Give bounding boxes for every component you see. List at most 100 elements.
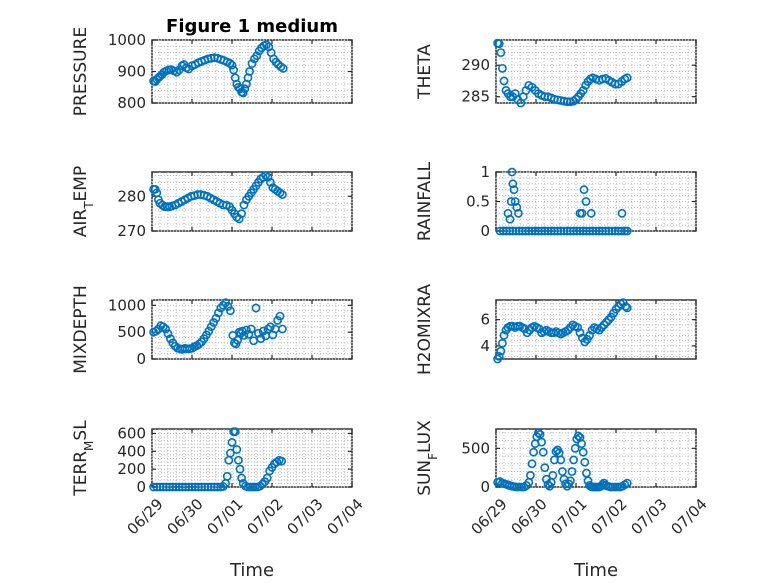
data-point [586,208,596,218]
data-point [566,476,575,486]
data-point [567,467,577,476]
y-axis-label: AIRTEMP [71,166,96,237]
data-point [581,197,591,206]
data-point [573,323,582,332]
data-point [496,48,506,57]
data-point [237,473,246,483]
data-point [602,317,611,327]
plot-area [495,428,697,488]
data-point [546,226,556,236]
data-point [247,59,257,69]
data-point [229,65,238,75]
data-point [621,302,630,311]
data-point [540,226,550,236]
data-point [548,470,558,480]
data-point [529,447,538,457]
data-point [580,457,590,467]
data-point [588,226,598,236]
data-point [575,328,585,338]
data-point [622,478,632,488]
data-point [506,197,516,206]
data-point [578,86,588,95]
data-point [508,179,518,189]
ytick-label: 0 [480,222,490,240]
data-point [237,209,246,219]
data-point [597,323,606,332]
series-sun-flux [493,428,632,492]
data-point [251,303,261,313]
data-point [522,328,532,338]
xtick-label: 07/04 [323,495,366,538]
data-point [575,226,585,236]
data-point [527,459,537,469]
ytick-label: 800 [117,94,146,112]
data-point [233,335,242,345]
xtick-label: 07/01 [547,495,590,538]
data-point [234,214,244,224]
ytick-label: 0 [136,350,146,368]
subplot-h2omixra: 4 6 H2OMIXRA [415,284,697,375]
data-point [495,226,505,236]
ytick-label: 1 [480,163,490,181]
data-point [604,315,614,325]
data-point [240,84,250,94]
data-point [530,226,540,236]
data-point [599,320,609,330]
data-point [278,63,288,73]
data-point [574,431,583,441]
data-point [512,202,522,212]
data-point [277,190,287,199]
data-point [239,200,249,210]
data-point [569,455,578,465]
series-terr-msl [149,427,286,492]
xtick-label: 07/02 [587,495,630,538]
data-point [252,51,262,61]
data-point [510,197,520,206]
data-point [617,208,627,218]
ytick-label: 500 [461,439,490,457]
data-point [569,96,578,106]
subplot-theta: 285 290 THETA [415,38,697,108]
ytick-label: 500 [117,323,146,341]
y-axis-label: MIXDEPTH [71,285,91,374]
data-point [227,60,237,70]
xtick-label: 07/04 [667,495,710,538]
data-point [225,306,235,316]
data-point [570,443,580,453]
data-point [550,455,559,465]
data-point [222,471,232,481]
data-point [241,325,251,335]
data-point [566,226,575,236]
ytick-label: 900 [117,63,146,81]
data-point [265,322,275,332]
data-point [578,447,588,457]
data-point [263,172,273,182]
data-point [233,455,243,465]
data-point [273,315,282,325]
data-point [223,302,233,311]
xtick-label: 07/03 [283,495,326,538]
data-point [550,226,559,236]
series-air-temp [149,171,287,224]
data-point [572,226,582,236]
data-point [172,67,182,77]
data-point [540,463,550,473]
data-point [604,226,614,236]
data-point [582,226,591,236]
data-point [499,76,509,86]
ytick-label: 0 [136,478,146,496]
data-point [225,448,235,458]
ytick-label: 280 [117,187,146,205]
figure-title: Figure 1 medium [166,16,338,37]
data-point [509,185,519,195]
data-point [537,437,546,447]
data-point [614,226,623,236]
y-axis-label: SUNFLUX [415,420,440,496]
data-point [537,226,546,236]
data-point [563,325,573,335]
data-point [591,226,601,236]
data-point [498,226,508,236]
ytick-label: 4 [480,337,490,355]
